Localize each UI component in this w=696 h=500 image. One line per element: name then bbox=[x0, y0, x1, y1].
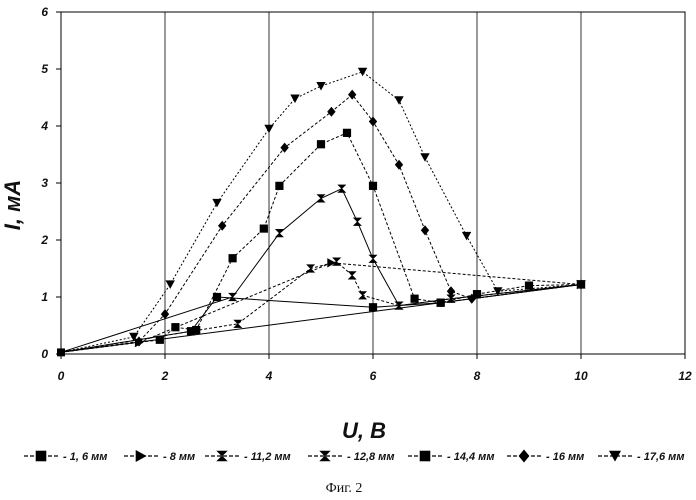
data-point bbox=[437, 299, 445, 307]
data-point bbox=[317, 82, 325, 90]
series-4 bbox=[58, 185, 585, 356]
data-point bbox=[447, 287, 455, 296]
legend-item: - 16 мм bbox=[507, 450, 584, 463]
data-point bbox=[354, 218, 362, 226]
data-point bbox=[369, 303, 377, 311]
y-tick-label: 2 bbox=[40, 233, 48, 247]
data-point bbox=[395, 97, 403, 105]
data-point bbox=[462, 232, 470, 240]
series-line bbox=[61, 189, 581, 353]
tick-labels: 0246810120123456 bbox=[40, 5, 692, 383]
legend-label: - 11,2 мм bbox=[244, 451, 291, 463]
data-point bbox=[213, 293, 221, 301]
data-point bbox=[229, 254, 237, 262]
data-point bbox=[260, 225, 268, 233]
legend-label: - 17,6 мм bbox=[637, 451, 684, 463]
data-point bbox=[58, 349, 65, 356]
legend-label: - 8 мм bbox=[163, 451, 195, 463]
data-point bbox=[421, 226, 429, 235]
legend-item: - 11,2 мм bbox=[205, 451, 291, 463]
legend-label: - 16 мм bbox=[546, 451, 584, 463]
legend-marker bbox=[420, 451, 430, 461]
data-point bbox=[291, 95, 299, 103]
x-tick-label: 0 bbox=[58, 369, 65, 383]
legend: - 1, 6 мм - 8 мм - 11,2 мм - 12,8 мм - 14,4 … bbox=[24, 450, 684, 463]
series-group bbox=[58, 68, 586, 356]
x-tick-label: 12 bbox=[678, 369, 692, 383]
series-1 bbox=[58, 129, 585, 356]
series-7 bbox=[58, 68, 586, 356]
data-point bbox=[172, 323, 180, 331]
data-point bbox=[229, 293, 237, 301]
data-point bbox=[359, 291, 367, 299]
y-tick-label: 0 bbox=[41, 347, 48, 361]
data-point bbox=[358, 68, 366, 76]
data-point bbox=[333, 258, 341, 266]
data-point bbox=[187, 327, 195, 335]
data-point bbox=[213, 199, 221, 207]
data-point bbox=[317, 140, 325, 148]
data-point bbox=[276, 182, 284, 190]
data-point bbox=[395, 160, 403, 169]
legend-marker bbox=[519, 450, 529, 462]
data-point bbox=[369, 255, 377, 263]
data-point bbox=[317, 195, 325, 203]
x-axis-title: U, В bbox=[342, 418, 386, 443]
legend-label: - 1, 6 мм bbox=[63, 451, 107, 463]
data-point bbox=[276, 229, 284, 237]
legend-label: - 12,8 мм bbox=[347, 451, 394, 463]
data-point bbox=[369, 182, 377, 190]
legend-item: - 17,6 мм bbox=[598, 451, 684, 463]
series-line bbox=[139, 263, 581, 343]
data-point bbox=[338, 185, 346, 193]
legend-item: - 14,4 мм bbox=[408, 451, 494, 463]
legend-item: - 12,8 мм bbox=[308, 451, 394, 463]
x-tick-label: 10 bbox=[574, 369, 588, 383]
x-tick-label: 4 bbox=[265, 369, 273, 383]
y-tick-label: 3 bbox=[41, 176, 48, 190]
legend-item: - 8 мм bbox=[124, 451, 195, 464]
data-point bbox=[166, 281, 174, 289]
data-point bbox=[265, 125, 273, 133]
y-axis-title: I, мА bbox=[0, 180, 25, 231]
legend-item: - 1, 6 мм bbox=[24, 451, 107, 463]
data-point bbox=[307, 265, 315, 273]
data-point bbox=[343, 129, 351, 137]
x-tick-label: 6 bbox=[370, 369, 377, 383]
legend-marker bbox=[136, 451, 146, 462]
data-point bbox=[421, 154, 429, 162]
x-tick-label: 2 bbox=[161, 369, 169, 383]
series-line bbox=[61, 133, 581, 352]
y-tick-label: 1 bbox=[41, 290, 48, 304]
y-tick-label: 5 bbox=[41, 62, 48, 76]
y-tick-label: 6 bbox=[41, 5, 48, 19]
x-tick-label: 8 bbox=[474, 369, 481, 383]
series-line bbox=[61, 95, 581, 353]
y-tick-label: 4 bbox=[40, 119, 48, 133]
legend-label: - 14,4 мм bbox=[447, 451, 494, 463]
series-line bbox=[61, 72, 581, 353]
data-point bbox=[348, 272, 356, 280]
data-point bbox=[328, 107, 336, 116]
figure-caption: Фиг. 2 bbox=[326, 481, 363, 496]
legend-marker bbox=[36, 451, 46, 461]
series-6 bbox=[58, 90, 585, 356]
data-point bbox=[411, 295, 419, 303]
